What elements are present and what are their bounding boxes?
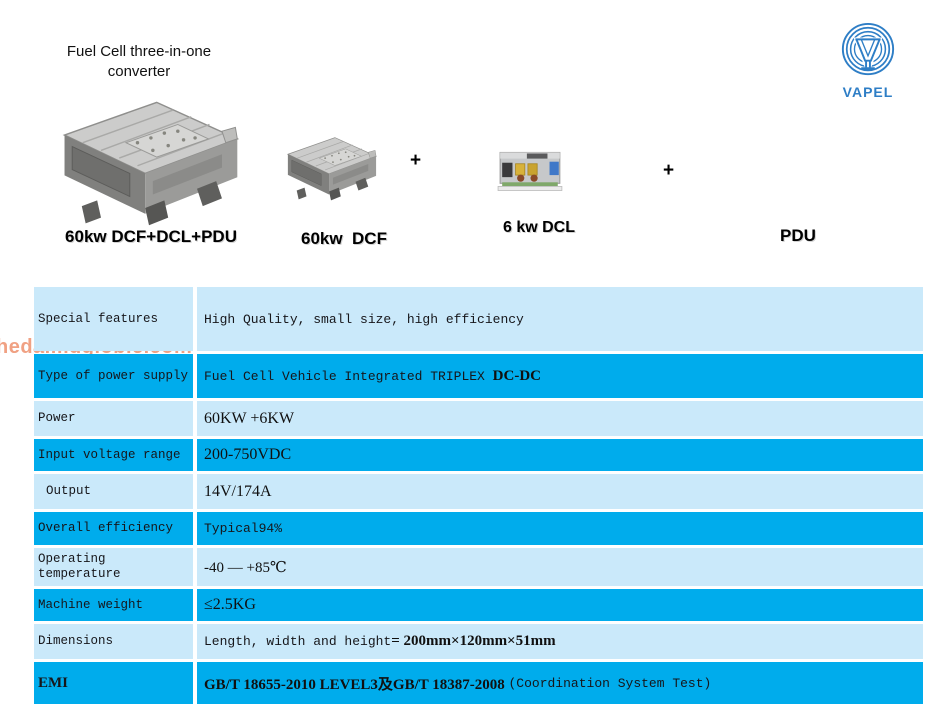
- row-value: High Quality, small size, high efficienc…: [197, 287, 923, 351]
- table-row-operating-temperature: Operating temperature -40 — +85℃: [34, 548, 923, 586]
- caption-60kw-dcf-dcl-pdu: 60kw DCF+DCL+PDU: [65, 227, 237, 246]
- spec-table: Special features High Quality, small siz…: [34, 287, 923, 704]
- caption-pdu: PDU: [780, 226, 816, 245]
- row-label: Machine weight: [34, 589, 197, 621]
- table-row-dimensions: Dimensions Length, width and height = 200…: [34, 624, 923, 659]
- vapel-logo-text: VAPEL: [842, 84, 894, 100]
- caption-60kw-dcf: 60kw DCF: [301, 229, 387, 248]
- table-row-emi: EMI GB/T 18655-2010 LEVEL3及GB/T 18387-20…: [34, 662, 923, 704]
- dcl-psu-image: [496, 146, 566, 198]
- table-row-output: Output 14V/174A: [34, 474, 923, 509]
- row-label: Operating temperature: [34, 548, 197, 586]
- row-label: Power: [34, 401, 197, 436]
- row-value: 60KW +6KW: [197, 401, 923, 436]
- converter-image-large: [53, 92, 245, 228]
- row-label: EMI: [34, 662, 197, 704]
- table-row-type-of-power-supply: Type of power supply Fuel Cell Vehicle I…: [34, 354, 923, 398]
- table-row-machine-weight: Machine weight ≤2.5KG: [34, 589, 923, 621]
- row-label: Input voltage range: [34, 439, 197, 471]
- plus-sign-1: +: [410, 150, 422, 171]
- table-row-special-features: Special features High Quality, small siz…: [34, 287, 923, 351]
- plus-sign-2: +: [663, 160, 675, 181]
- table-row-power: Power 60KW +6KW: [34, 401, 923, 436]
- converter-image-medium: [282, 130, 380, 204]
- row-label: Dimensions: [34, 624, 197, 659]
- row-value: GB/T 18655-2010 LEVEL3及GB/T 18387-2008 (…: [197, 662, 923, 704]
- page-title: Fuel Cell three-in-one converter: [66, 43, 212, 80]
- row-value: Typical94%: [197, 512, 923, 545]
- vapel-logo-icon: [841, 22, 895, 76]
- row-value: -40 — +85℃: [197, 548, 923, 586]
- table-row-overall-efficiency: Overall efficiency Typical94%: [34, 512, 923, 545]
- row-value: Length, width and height = 200mm×120mm×51…: [197, 624, 923, 659]
- row-value: ≤2.5KG: [197, 589, 923, 621]
- row-label: Output: [34, 474, 197, 509]
- vapel-logo: VAPEL: [835, 22, 901, 102]
- row-label: Type of power supply: [34, 354, 197, 398]
- caption-6kw-dcl: 6 kw DCL: [502, 219, 575, 236]
- row-label: Special features: [34, 287, 197, 351]
- row-label: Overall efficiency: [34, 512, 197, 545]
- row-value: 200-750VDC: [197, 439, 923, 471]
- table-row-input-voltage-range: Input voltage range 200-750VDC: [34, 439, 923, 471]
- row-value: 14V/174A: [197, 474, 923, 509]
- row-value: Fuel Cell Vehicle Integrated TRIPLEX DC-…: [197, 354, 923, 398]
